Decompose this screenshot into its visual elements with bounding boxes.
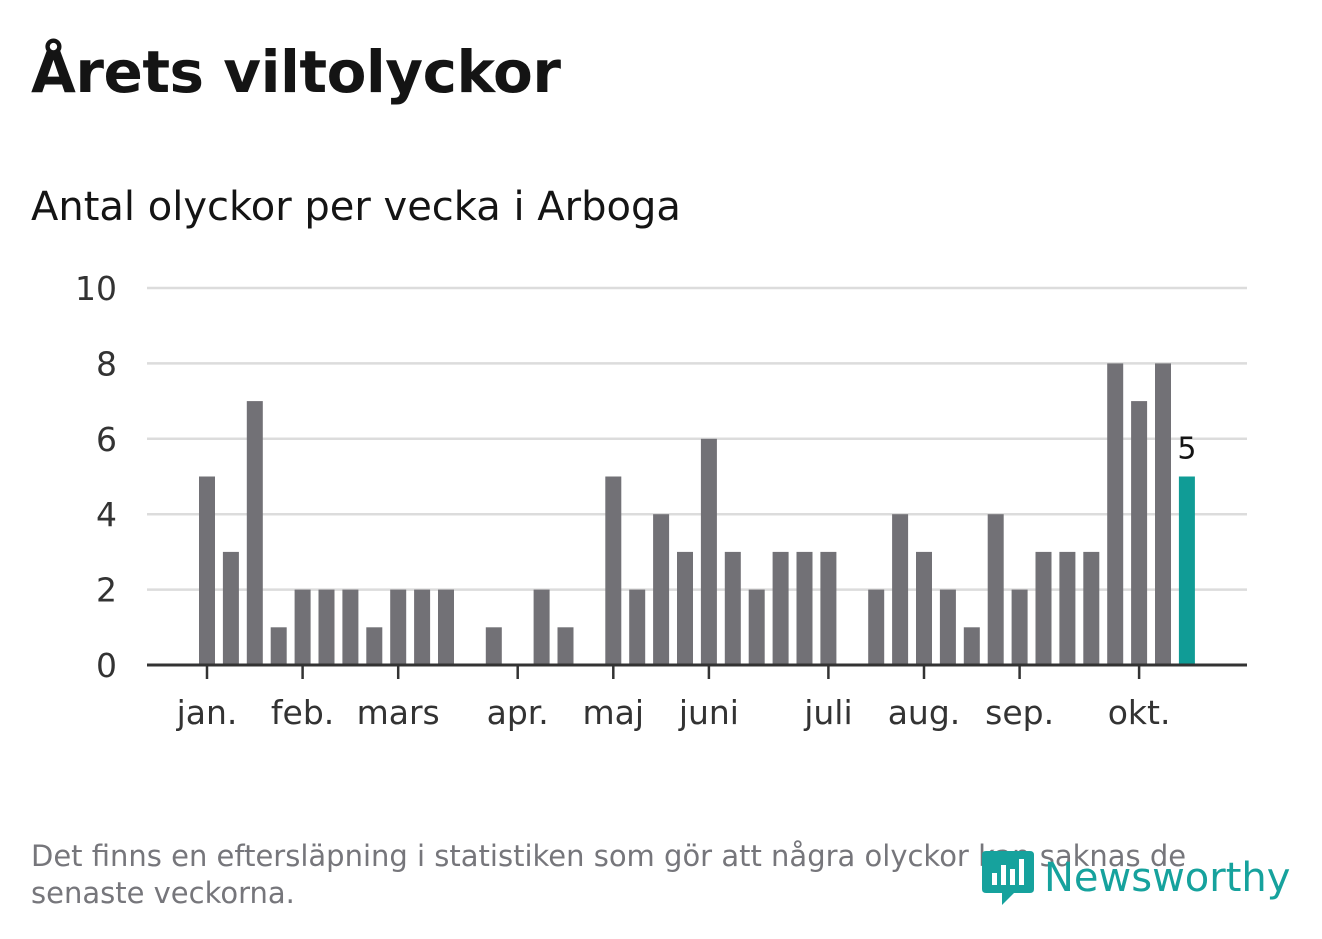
bar (987, 514, 1004, 665)
bar (916, 551, 932, 665)
bar (438, 589, 454, 665)
newsworthy-logo-icon (982, 851, 1034, 905)
bar (796, 551, 813, 665)
bar (1083, 551, 1100, 665)
y-tick-label: 8 (96, 344, 117, 383)
bar (1059, 551, 1076, 665)
y-tick-label: 10 (75, 269, 117, 308)
bar (892, 514, 909, 665)
bar (724, 551, 741, 665)
bar-highlight (1178, 476, 1195, 665)
x-tick-label: sep. (985, 693, 1054, 732)
bar (414, 589, 431, 665)
bar (1107, 363, 1124, 665)
x-tick-label: juni (678, 693, 739, 732)
bar-chart: 0 2 4 6 8 10 jan. feb. mars apr. maj juni juli aug. s… (75, 269, 1247, 732)
bar (533, 589, 550, 665)
y-tick-label: 0 (96, 646, 117, 685)
x-tick-label: mars (357, 693, 440, 732)
y-tick-label: 4 (96, 495, 117, 534)
bar (246, 401, 263, 665)
x-tick-label: jan. (176, 693, 238, 732)
bar (1155, 363, 1171, 665)
x-tick-label: okt. (1108, 693, 1171, 732)
y-axis-ticks: 0 2 4 6 8 10 (75, 269, 117, 685)
x-tick-label: aug. (888, 693, 961, 732)
data-label: 5 (1177, 432, 1196, 467)
bar (1011, 589, 1028, 665)
bar (939, 589, 956, 665)
x-tick-label: maj (583, 693, 645, 732)
bar (963, 627, 980, 665)
x-tick-label: feb. (271, 693, 334, 732)
page-title: Årets viltolyckor (31, 38, 561, 106)
x-axis-ticks: jan. feb. mars apr. maj juni juli aug. sep. okt. (176, 665, 1171, 732)
bar (1131, 401, 1148, 665)
grid-lines (147, 286, 1247, 591)
bar (557, 627, 574, 665)
x-tick-label: juli (803, 693, 852, 732)
bar (1035, 551, 1052, 665)
bar (677, 551, 693, 665)
bar (772, 551, 789, 665)
logo-text: Newsworthy (1044, 855, 1291, 901)
chart-subtitle: Antal olyckor per vecka i Arboga (31, 184, 681, 230)
bar (390, 589, 407, 665)
bar (199, 476, 215, 665)
bar (222, 551, 239, 665)
bar (748, 589, 765, 665)
bar (485, 627, 502, 665)
bar (294, 589, 311, 665)
bar (653, 514, 670, 665)
bars (199, 363, 1195, 665)
x-tick-label: apr. (487, 693, 549, 732)
bar (605, 476, 622, 665)
bar (318, 589, 335, 665)
bar (700, 438, 717, 665)
y-tick-label: 6 (96, 420, 117, 459)
bar (868, 589, 885, 665)
y-tick-label: 2 (96, 571, 117, 610)
newsworthy-logo: Newsworthy (980, 848, 1290, 908)
bar (342, 589, 359, 665)
bar (270, 627, 287, 665)
bar (366, 627, 383, 665)
bar (629, 589, 646, 665)
data-labels: 5 (1177, 432, 1196, 467)
bar (820, 551, 837, 665)
